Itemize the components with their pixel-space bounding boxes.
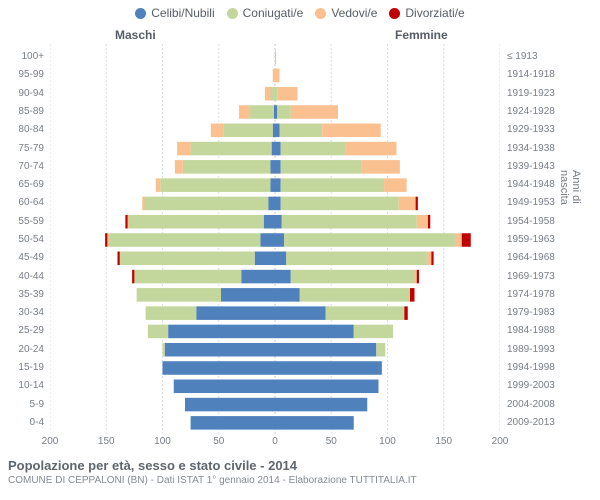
age-label: 95-99 <box>0 67 44 83</box>
age-label: 45-49 <box>0 250 44 266</box>
age-label: 65-69 <box>0 177 44 193</box>
birth-label: 1919-1923 <box>507 86 595 102</box>
age-label: 40-44 <box>0 269 44 285</box>
x-axis-ticks: 20015010050050100150200 <box>50 436 500 450</box>
legend-item: Divorziati/e <box>389 6 464 20</box>
birth-label: ≤ 1913 <box>507 49 595 65</box>
y-axis-birth: ≤ 1913 1914-1918 1919-1923 1924-1928 1929-19… <box>505 44 595 436</box>
birth-label: 2004-2008 <box>507 397 595 413</box>
birth-label: 1924-1928 <box>507 104 595 120</box>
chart-caption: Popolazione per età, sesso e stato civil… <box>8 458 592 486</box>
legend-item: Vedovi/e <box>315 6 377 20</box>
birth-label: 1914-1918 <box>507 67 595 83</box>
x-tick-label: 200 <box>42 436 59 447</box>
x-tick-label: 100 <box>379 436 396 447</box>
legend-item: Coniugati/e <box>227 6 304 20</box>
legend-swatch <box>315 8 326 19</box>
age-label: 5-9 <box>0 397 44 413</box>
birth-label: 1959-1963 <box>507 232 595 248</box>
x-tick-label: 100 <box>154 436 171 447</box>
legend-item: Celibi/Nubili <box>135 6 214 20</box>
header-male: Maschi <box>115 28 156 42</box>
age-label: 50-54 <box>0 232 44 248</box>
age-label: 60-64 <box>0 195 44 211</box>
age-label: 15-19 <box>0 360 44 376</box>
birth-label: 1934-1938 <box>507 141 595 157</box>
birth-label: 1969-1973 <box>507 269 595 285</box>
age-label: 70-74 <box>0 159 44 175</box>
x-tick-label: 0 <box>272 436 278 447</box>
age-label: 80-84 <box>0 122 44 138</box>
population-pyramid <box>50 44 500 436</box>
age-label: 90-94 <box>0 86 44 102</box>
birth-label: 1989-1993 <box>507 342 595 358</box>
legend-swatch <box>135 8 146 19</box>
x-tick-label: 150 <box>98 436 115 447</box>
x-tick-label: 200 <box>492 436 509 447</box>
birth-label: 2009-2013 <box>507 415 595 431</box>
age-label: 25-29 <box>0 323 44 339</box>
birth-label: 1974-1978 <box>507 287 595 303</box>
legend-label: Divorziati/e <box>405 6 464 20</box>
legend-label: Vedovi/e <box>331 6 377 20</box>
x-tick-label: 150 <box>435 436 452 447</box>
birth-label: 1929-1933 <box>507 122 595 138</box>
legend-label: Coniugati/e <box>243 6 304 20</box>
birth-label: 1994-1998 <box>507 360 595 376</box>
age-label: 0-4 <box>0 415 44 431</box>
age-label: 35-39 <box>0 287 44 303</box>
header-female: Femmine <box>395 28 448 42</box>
birth-label: 1964-1968 <box>507 250 595 266</box>
x-tick-label: 50 <box>326 436 337 447</box>
age-label: 10-14 <box>0 378 44 394</box>
birth-label: 1954-1958 <box>507 214 595 230</box>
age-label: 75-79 <box>0 141 44 157</box>
birth-label: 1984-1988 <box>507 323 595 339</box>
legend: Celibi/Nubili Coniugati/e Vedovi/e Divorzia… <box>0 6 600 22</box>
age-label: 100+ <box>0 49 44 65</box>
birth-label: 1999-2003 <box>507 378 595 394</box>
y-axis-age: 100+ 95-99 90-94 85-89 80-84 75-79 70-74 65-69 6… <box>0 44 46 436</box>
age-label: 85-89 <box>0 104 44 120</box>
legend-swatch <box>227 8 238 19</box>
age-label: 55-59 <box>0 214 44 230</box>
axis-title-birth: Anni di nascita <box>558 170 582 205</box>
caption-subtitle: COMUNE DI CEPPALONI (BN) - Dati ISTAT 1°… <box>8 475 592 486</box>
age-label: 20-24 <box>0 342 44 358</box>
caption-title: Popolazione per età, sesso e stato civil… <box>8 458 592 473</box>
age-label: 30-34 <box>0 305 44 321</box>
x-tick-label: 50 <box>213 436 224 447</box>
legend-label: Celibi/Nubili <box>151 6 214 20</box>
birth-label: 1979-1983 <box>507 305 595 321</box>
legend-swatch <box>389 8 400 19</box>
